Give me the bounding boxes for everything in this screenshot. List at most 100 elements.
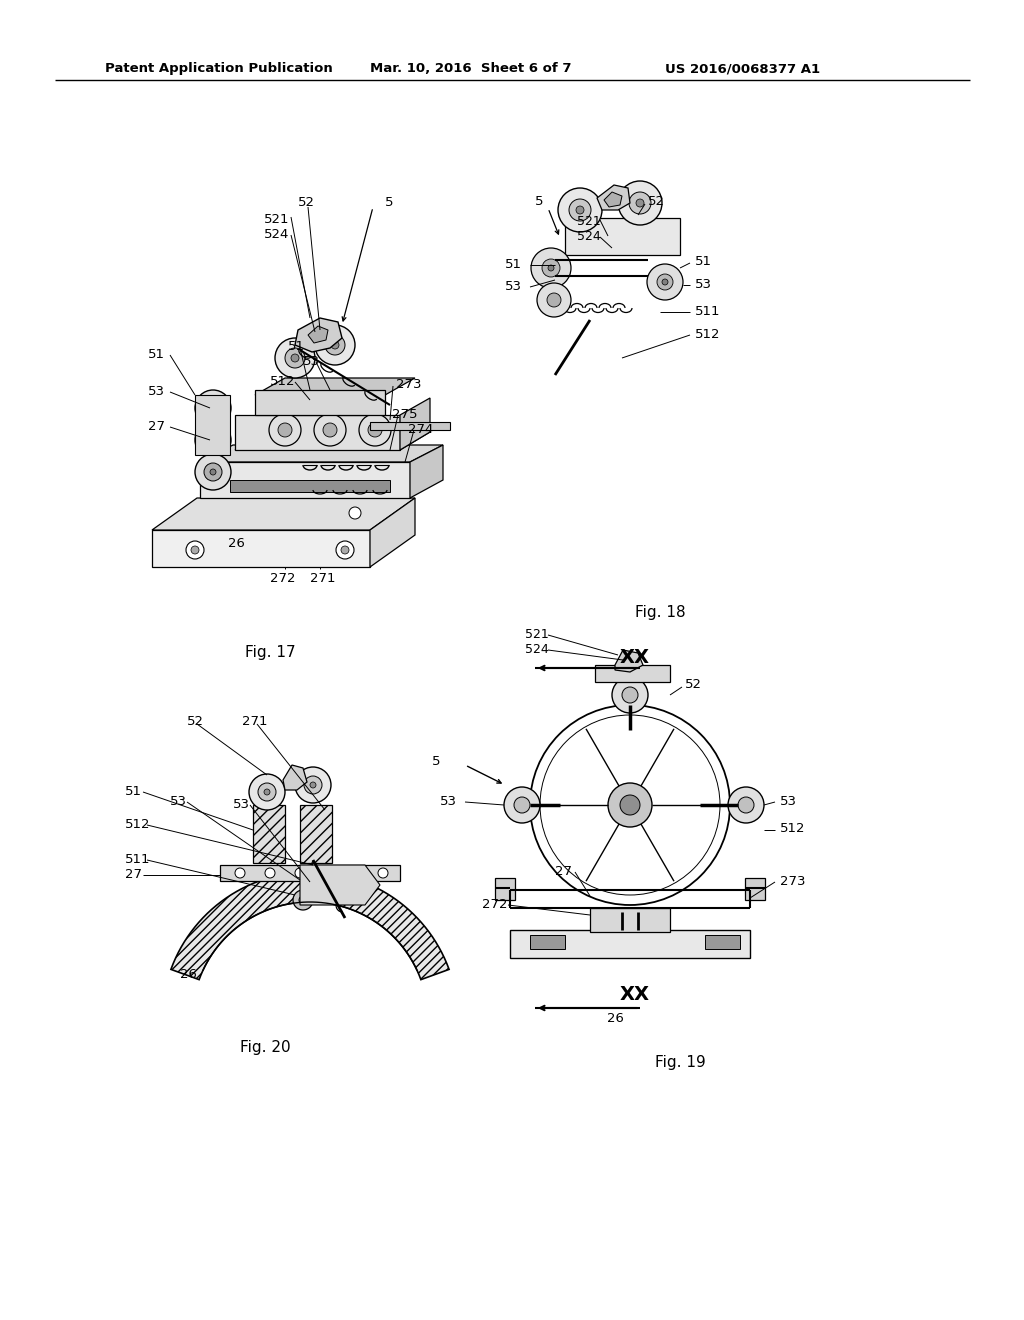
Bar: [495, 878, 515, 900]
Text: 5: 5: [385, 195, 393, 209]
Text: 51: 51: [695, 255, 712, 268]
Circle shape: [349, 507, 361, 519]
Circle shape: [542, 259, 560, 277]
Circle shape: [547, 293, 561, 308]
Text: Fig. 18: Fig. 18: [635, 605, 685, 620]
Circle shape: [558, 187, 602, 232]
Circle shape: [210, 437, 216, 444]
Polygon shape: [595, 665, 670, 682]
Text: 272: 272: [270, 572, 296, 585]
Text: 521: 521: [264, 213, 290, 226]
Circle shape: [657, 275, 673, 290]
Polygon shape: [255, 389, 385, 414]
Polygon shape: [597, 185, 630, 210]
Circle shape: [622, 686, 638, 704]
Bar: [705, 935, 740, 949]
Polygon shape: [615, 649, 643, 672]
Circle shape: [285, 348, 305, 368]
Circle shape: [608, 783, 652, 828]
Text: 512: 512: [780, 822, 806, 836]
Text: 53: 53: [170, 795, 187, 808]
Polygon shape: [295, 318, 342, 352]
Text: 5: 5: [432, 755, 440, 768]
Circle shape: [323, 422, 337, 437]
Polygon shape: [565, 218, 680, 255]
Circle shape: [310, 781, 316, 788]
Text: XX: XX: [620, 985, 650, 1005]
Circle shape: [204, 432, 222, 449]
Circle shape: [620, 795, 640, 814]
Text: Fig. 20: Fig. 20: [240, 1040, 291, 1055]
Text: 53: 53: [695, 279, 712, 290]
Text: 512: 512: [695, 327, 721, 341]
Text: 273: 273: [396, 378, 422, 391]
Circle shape: [204, 463, 222, 480]
Text: 521: 521: [577, 215, 601, 228]
Circle shape: [325, 335, 345, 355]
Circle shape: [186, 541, 204, 558]
Text: 27: 27: [555, 865, 572, 878]
Polygon shape: [370, 498, 415, 568]
Bar: [300, 805, 332, 863]
Bar: [253, 805, 285, 863]
Circle shape: [304, 776, 322, 795]
Text: 53: 53: [233, 799, 250, 810]
Text: 26: 26: [228, 537, 245, 550]
Circle shape: [548, 265, 554, 271]
Text: 53: 53: [303, 355, 319, 368]
Circle shape: [368, 422, 382, 437]
Circle shape: [378, 869, 388, 878]
Bar: [745, 878, 765, 900]
Text: 52: 52: [187, 715, 204, 729]
Circle shape: [195, 454, 231, 490]
Polygon shape: [300, 865, 380, 906]
Text: 51: 51: [288, 341, 305, 352]
Polygon shape: [400, 399, 430, 450]
Text: 511: 511: [695, 305, 721, 318]
Bar: [220, 865, 400, 880]
Circle shape: [569, 199, 591, 220]
Text: 521: 521: [525, 628, 549, 642]
Bar: [590, 908, 670, 932]
Circle shape: [325, 869, 335, 878]
Circle shape: [204, 399, 222, 417]
Text: 273: 273: [780, 875, 806, 888]
Bar: [530, 935, 565, 949]
Circle shape: [331, 341, 339, 348]
Circle shape: [275, 338, 315, 378]
Text: 272: 272: [482, 898, 508, 911]
Circle shape: [728, 787, 764, 822]
Circle shape: [195, 422, 231, 458]
Text: 271: 271: [310, 572, 336, 585]
Circle shape: [295, 767, 331, 803]
Text: 52: 52: [685, 678, 702, 690]
Text: 5: 5: [535, 195, 544, 209]
Text: 53: 53: [505, 280, 522, 293]
Circle shape: [618, 181, 662, 224]
Polygon shape: [410, 445, 443, 498]
Text: 51: 51: [148, 348, 165, 360]
Circle shape: [359, 414, 391, 446]
Polygon shape: [283, 766, 307, 789]
Polygon shape: [200, 462, 410, 498]
Circle shape: [575, 206, 584, 214]
Text: 511: 511: [125, 853, 151, 866]
Circle shape: [291, 354, 299, 362]
Circle shape: [315, 325, 355, 366]
Circle shape: [636, 199, 644, 207]
Circle shape: [210, 405, 216, 411]
Circle shape: [336, 541, 354, 558]
Polygon shape: [152, 531, 370, 568]
Polygon shape: [234, 432, 430, 450]
Text: 524: 524: [525, 643, 549, 656]
Circle shape: [341, 546, 349, 554]
Circle shape: [234, 869, 245, 878]
Circle shape: [265, 869, 275, 878]
Text: 52: 52: [298, 195, 315, 209]
Text: 51: 51: [125, 785, 142, 799]
Polygon shape: [234, 414, 400, 450]
Circle shape: [504, 787, 540, 822]
Text: 26: 26: [180, 968, 197, 981]
Circle shape: [537, 282, 571, 317]
Text: 271: 271: [242, 715, 267, 729]
